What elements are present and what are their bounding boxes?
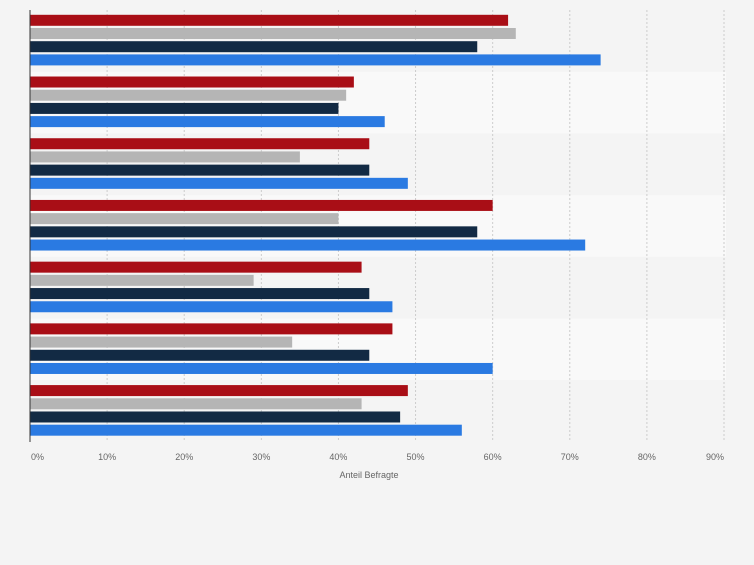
bar [30,301,393,313]
x-tick-label: 50% [407,452,425,462]
bar [30,54,601,66]
bar [30,138,370,150]
bar [30,336,293,348]
bar [30,274,254,286]
bar [30,213,339,225]
x-tick-label: 0% [31,452,44,462]
bar [30,398,362,410]
bar [30,261,362,273]
bar [30,385,408,397]
bar [30,116,385,128]
x-tick-label: 80% [638,452,656,462]
bar [30,288,370,300]
bar [30,323,393,335]
x-tick-label: 20% [175,452,193,462]
x-tick-labels: 0% 10% 20% 30% 40% 50% 60% 70% 80% 90% [31,452,724,462]
bar [30,102,339,114]
x-tick-label: 30% [252,452,270,462]
x-tick-label: 90% [706,452,724,462]
row-bands [30,10,726,442]
x-tick-label: 10% [98,452,116,462]
bar [30,76,354,88]
x-tick-label: 40% [329,452,347,462]
bar [30,151,300,163]
x-axis-label: Anteil Befragte [339,470,398,480]
bar [30,349,370,361]
bar [30,14,509,26]
bar [30,226,478,238]
bar [30,411,401,423]
x-tick-label: 70% [561,452,579,462]
bars [30,14,601,436]
bar [30,28,516,39]
bar [30,89,347,101]
bar [30,164,370,176]
bar [30,239,586,251]
bar [30,424,462,436]
bar [30,177,408,189]
bar [30,199,493,211]
x-tick-label: 60% [484,452,502,462]
bar [30,362,493,374]
bar [30,41,478,53]
